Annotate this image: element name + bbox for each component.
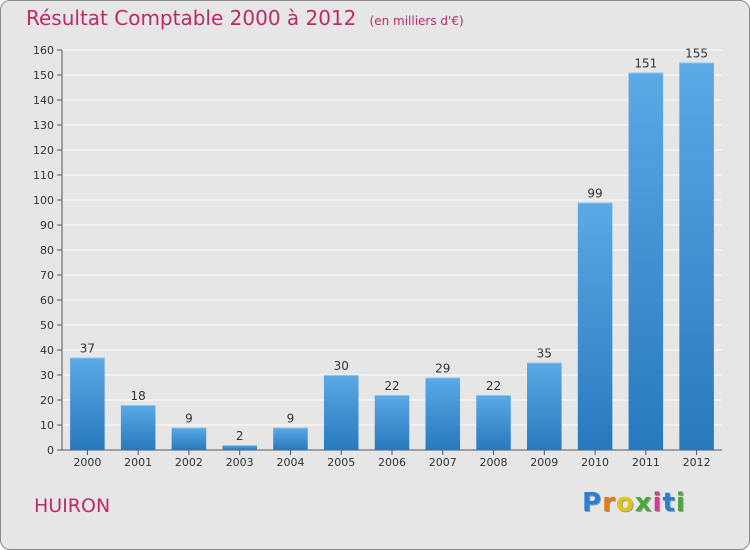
data-label: 9	[185, 412, 193, 426]
bar	[577, 202, 613, 450]
x-tick-label: 2004	[276, 456, 304, 469]
x-tick-label: 2002	[175, 456, 203, 469]
bar	[222, 445, 257, 450]
y-tick-label: 50	[40, 319, 54, 332]
y-tick-label: 140	[33, 94, 54, 107]
chart-title: Résultat Comptable 2000 à 2012	[26, 6, 357, 30]
data-label: 99	[587, 187, 602, 201]
logo-letter: t	[662, 488, 676, 518]
y-tick-label: 150	[33, 69, 54, 82]
x-tick-label: 2001	[124, 456, 152, 469]
logo-letter: P	[582, 488, 603, 518]
bars	[70, 62, 714, 450]
x-tick-label: 2000	[73, 456, 101, 469]
y-tick-label: 120	[33, 144, 54, 157]
bar	[679, 62, 714, 450]
x-tick-label: 2009	[530, 456, 558, 469]
y-tick-label: 30	[40, 369, 54, 382]
data-label: 22	[384, 379, 399, 393]
y-tick-label: 70	[40, 269, 54, 282]
x-tick-label: 2005	[327, 456, 355, 469]
bar	[171, 427, 207, 450]
logo-letter: r	[602, 488, 616, 518]
bar	[476, 395, 511, 450]
bar	[120, 405, 156, 450]
place-name: HUIRON	[34, 495, 111, 517]
y-tick-label: 160	[33, 44, 54, 57]
logo-letter: x	[634, 488, 653, 518]
x-tick-label: 2003	[226, 456, 254, 469]
bar	[374, 395, 410, 450]
chart-unit-note: (en milliers d'€)	[369, 14, 464, 28]
data-label: 37	[80, 342, 95, 356]
data-label: 9	[287, 412, 295, 426]
x-tick-label: 2012	[683, 456, 711, 469]
logo-letter: o	[615, 488, 635, 518]
y-tick-label: 60	[40, 294, 54, 307]
bar	[527, 362, 562, 450]
y-tick-label: 130	[33, 119, 54, 132]
x-tick-label: 2011	[632, 456, 660, 469]
data-label: 18	[131, 389, 146, 403]
x-tick-label: 2010	[581, 456, 609, 469]
logo-letter: i	[652, 488, 663, 518]
bar	[425, 377, 461, 450]
data-label: 30	[334, 359, 349, 373]
data-label: 155	[685, 47, 708, 61]
y-tick-label: 0	[47, 444, 54, 457]
bar	[323, 375, 359, 450]
x-tick-label: 2008	[480, 456, 508, 469]
y-tick-label: 100	[33, 194, 54, 207]
y-tick-label: 40	[40, 344, 54, 357]
bar	[70, 357, 105, 450]
data-label: 29	[435, 362, 450, 376]
y-tick-label: 90	[40, 219, 54, 232]
bar	[628, 72, 664, 450]
bar	[273, 427, 308, 450]
x-tick-label: 2007	[429, 456, 457, 469]
chart-header: Résultat Comptable 2000 à 2012 (en milli…	[26, 6, 464, 30]
logo-letter: i	[675, 488, 686, 518]
y-tick-label: 20	[40, 394, 54, 407]
data-label: 2	[236, 429, 244, 443]
data-label: 22	[486, 379, 501, 393]
y-tick-label: 10	[40, 419, 54, 432]
y-tick-label: 80	[40, 244, 54, 257]
x-tick-label: 2006	[378, 456, 406, 469]
proxiti-logo: Proxiti	[582, 488, 686, 518]
y-tick-label: 110	[33, 169, 54, 182]
data-label: 151	[634, 57, 657, 71]
data-label: 35	[537, 347, 552, 361]
